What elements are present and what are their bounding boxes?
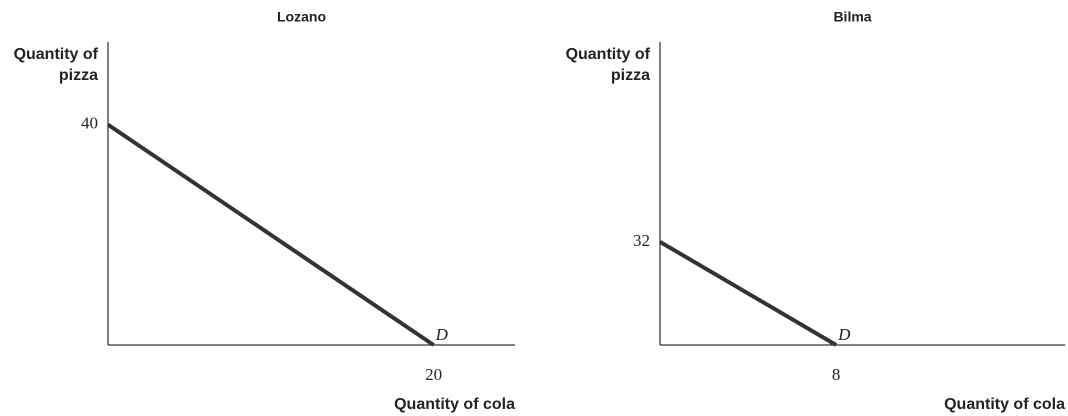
- demand-line: [658, 240, 838, 347]
- chart-title: Lozano: [277, 9, 326, 25]
- annotation: D: [435, 325, 449, 344]
- x-tick-label: 20: [425, 365, 442, 384]
- chart-title: Bilma: [833, 9, 871, 25]
- y-axis-label: Quantity of pizza: [565, 46, 650, 84]
- x-tick-label: 8: [832, 365, 841, 384]
- y-tick-label: 32: [633, 231, 650, 250]
- annotation: D: [837, 325, 851, 344]
- x-axis-label: Quantity of cola: [944, 396, 1065, 413]
- y-tick-label: 40: [81, 114, 98, 133]
- y-axis-label: Quantity of pizza: [13, 46, 98, 84]
- x-axis-label: Quantity of cola: [394, 396, 515, 413]
- demand-line: [106, 122, 435, 347]
